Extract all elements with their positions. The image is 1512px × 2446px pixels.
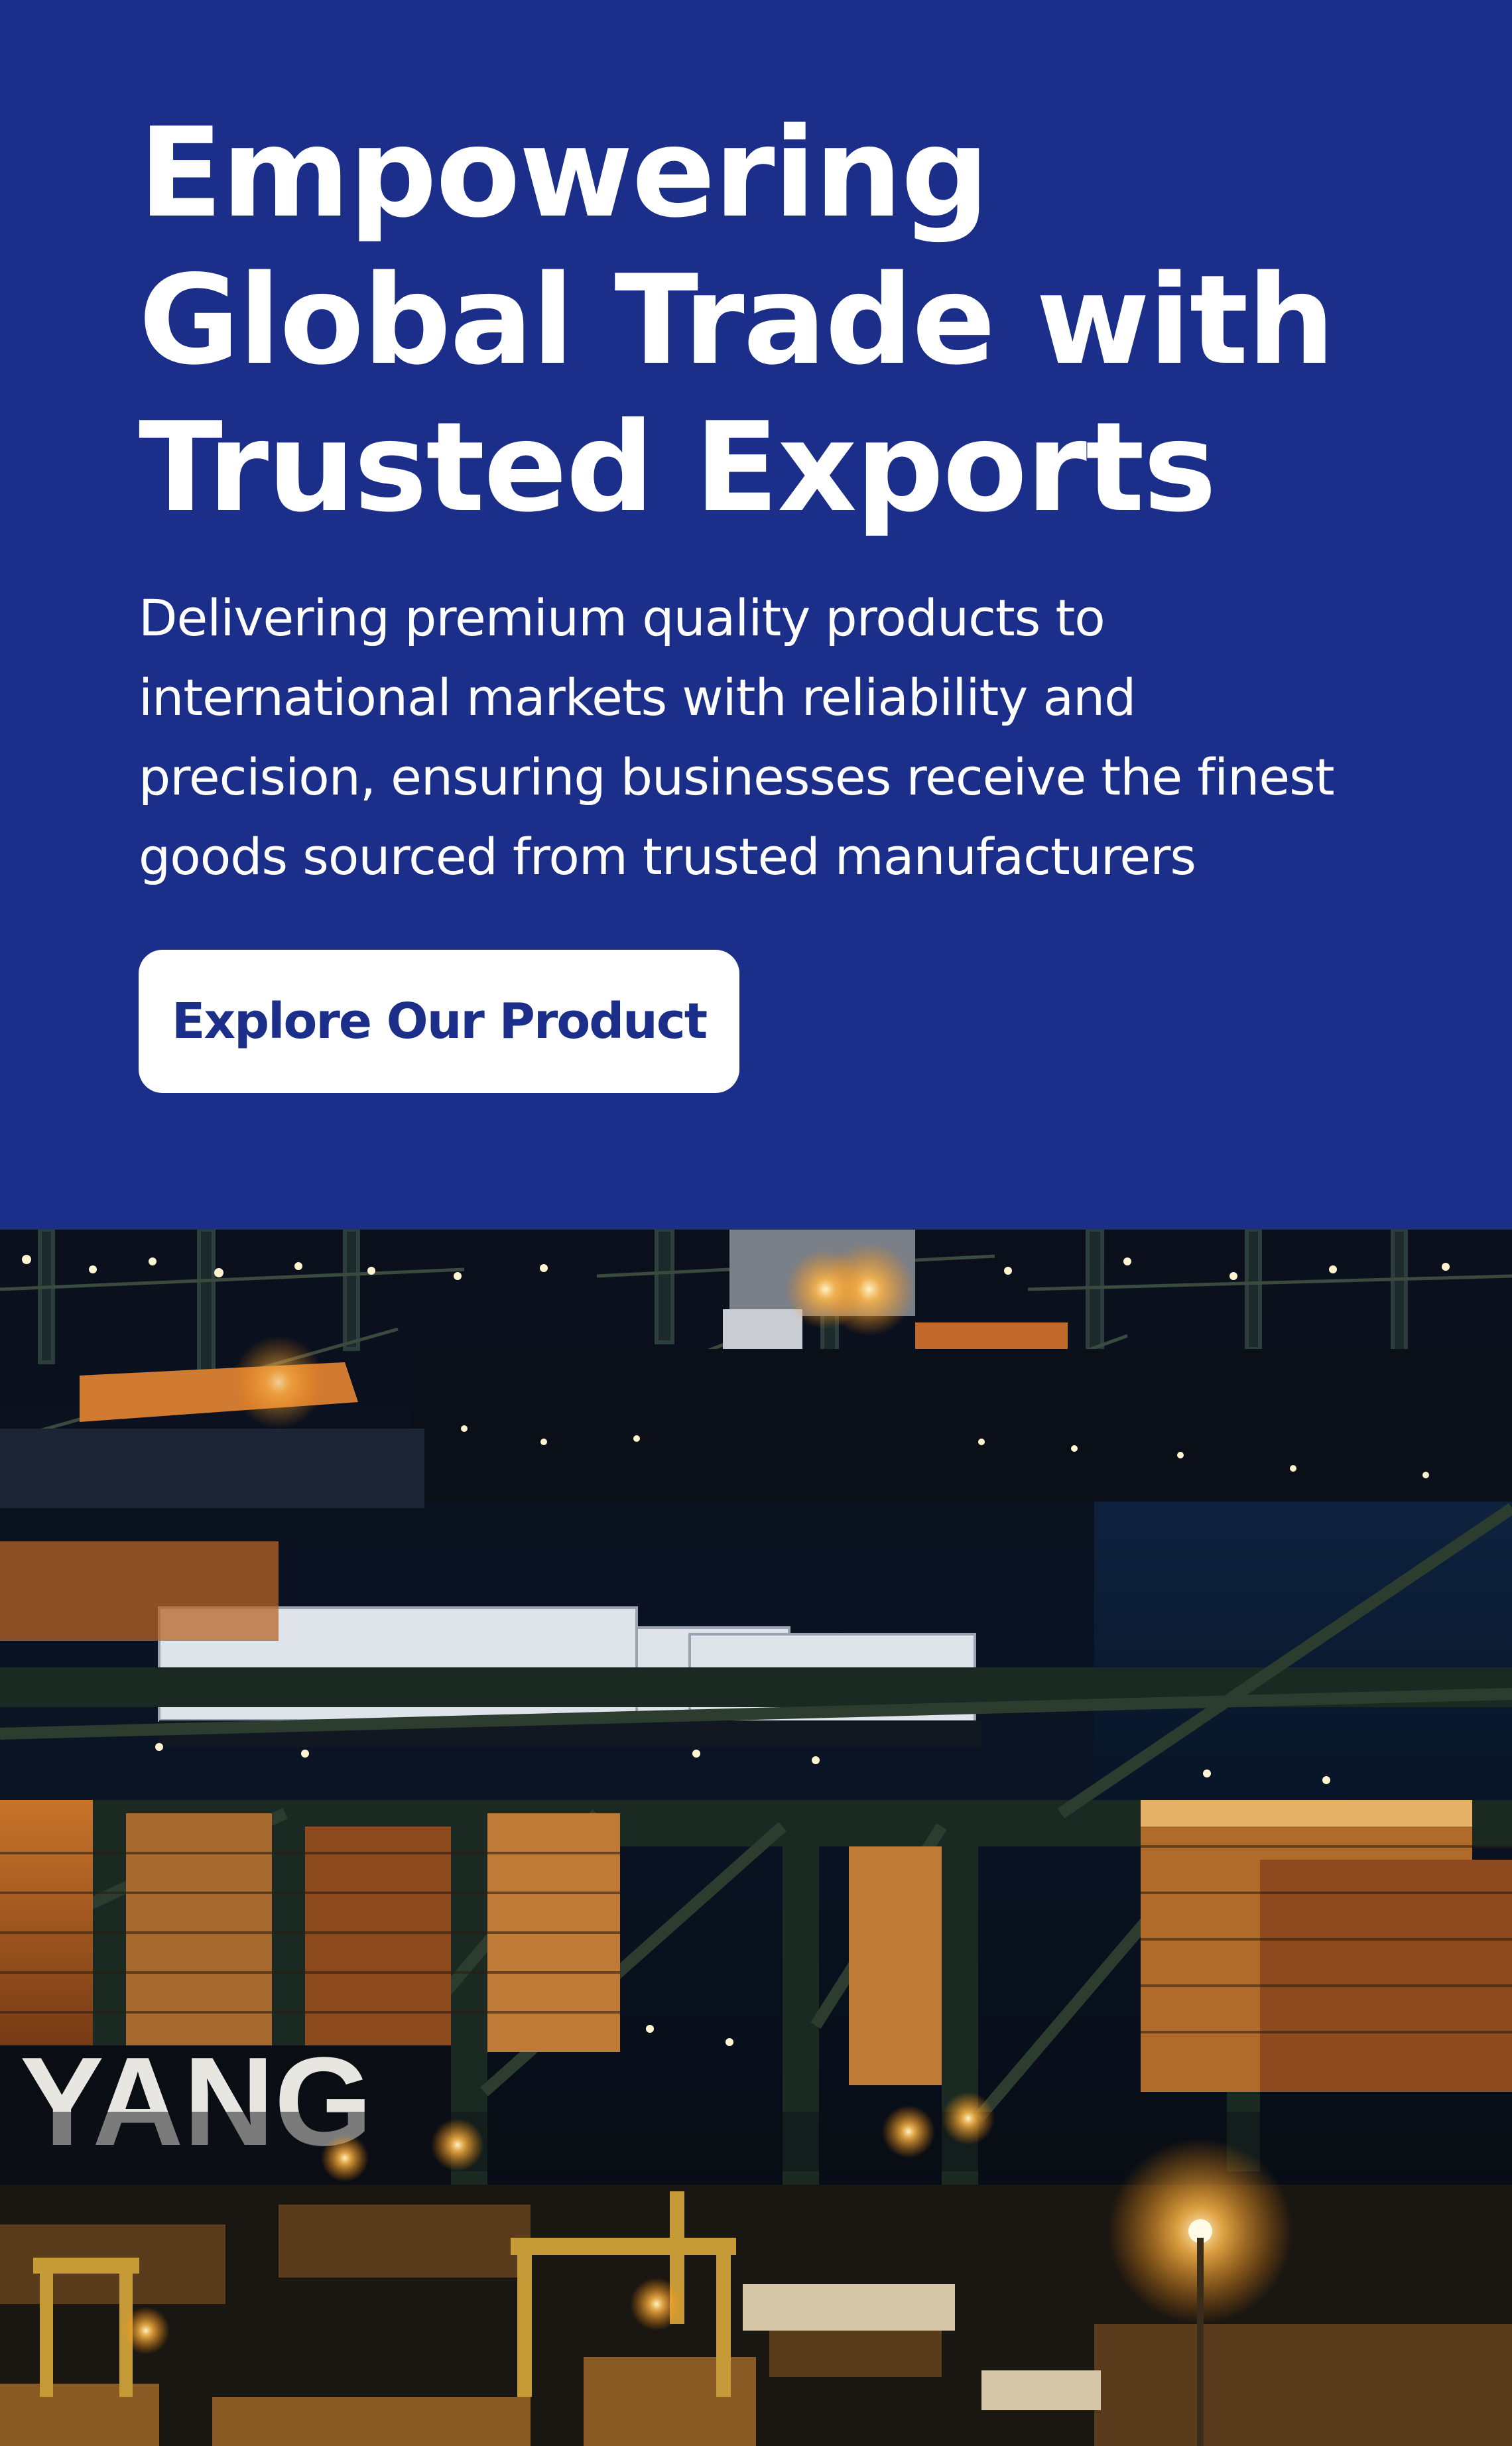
hero-section: Empowering Global Trade with Trusted Exp… <box>139 101 1336 1093</box>
hero-title: Empowering Global Trade with Trusted Exp… <box>139 101 1335 539</box>
explore-products-button[interactable]: Explore Our Product <box>139 950 739 1093</box>
port-photo: YANG <box>0 1230 1512 2446</box>
port-illustration: YANG <box>0 1230 1512 2446</box>
hero-subtitle: Delivering premium quality products to i… <box>139 588 1335 886</box>
